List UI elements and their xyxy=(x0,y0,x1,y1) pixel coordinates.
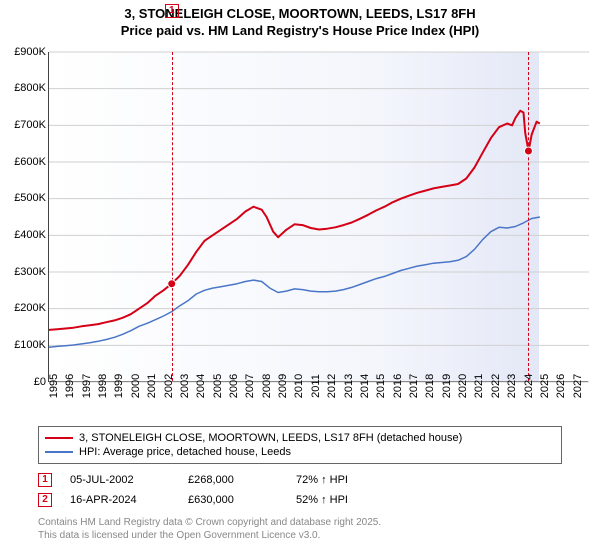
sale-date: 05-JUL-2002 xyxy=(70,474,170,486)
legend-swatch xyxy=(45,437,73,439)
title-line-2: Price paid vs. HM Land Registry's House … xyxy=(0,23,600,40)
y-tick-label: £900K xyxy=(14,46,46,58)
x-tick-label: 2017 xyxy=(408,374,420,398)
y-tick-label: £400K xyxy=(14,229,46,241)
x-tick-label: 2001 xyxy=(146,374,158,398)
y-tick-label: £0 xyxy=(34,376,46,388)
x-tick-label: 2013 xyxy=(343,374,355,398)
x-tick-label: 2007 xyxy=(244,374,256,398)
sale-price: £268,000 xyxy=(188,474,278,486)
x-tick-label: 2022 xyxy=(490,374,502,398)
sale-row-marker: 1 xyxy=(38,473,52,487)
sale-pct: 72% ↑ HPI xyxy=(296,474,396,486)
x-tick-label: 2023 xyxy=(506,374,518,398)
x-tick-label: 2027 xyxy=(572,374,584,398)
sale-row-marker: 2 xyxy=(38,493,52,507)
x-tick-label: 1999 xyxy=(113,374,125,398)
sale-row: 1 05-JUL-2002 £268,000 72% ↑ HPI xyxy=(38,470,562,490)
x-tick-label: 2015 xyxy=(375,374,387,398)
legend-row: HPI: Average price, detached house, Leed… xyxy=(45,445,555,459)
y-tick-label: £300K xyxy=(14,266,46,278)
sale-marker-box: 1 xyxy=(165,4,179,18)
sale-price: £630,000 xyxy=(188,494,278,506)
x-tick-label: 2019 xyxy=(441,374,453,398)
legend-row: 3, STONELEIGH CLOSE, MOORTOWN, LEEDS, LS… xyxy=(45,431,555,445)
x-tick-label: 2006 xyxy=(228,374,240,398)
x-tick-label: 2002 xyxy=(163,374,175,398)
sales-table: 1 05-JUL-2002 £268,000 72% ↑ HPI 2 16-AP… xyxy=(38,470,562,510)
x-tick-label: 1997 xyxy=(81,374,93,398)
x-tick-label: 2004 xyxy=(195,374,207,398)
title-line-1: 3, STONELEIGH CLOSE, MOORTOWN, LEEDS, LS… xyxy=(0,6,600,23)
x-tick-label: 1995 xyxy=(48,374,60,398)
y-tick-label: £500K xyxy=(14,192,46,204)
y-tick-label: £600K xyxy=(14,156,46,168)
x-tick-label: 2005 xyxy=(212,374,224,398)
x-tick-label: 2009 xyxy=(277,374,289,398)
y-tick-label: £700K xyxy=(14,119,46,131)
chart-area: 12 £0 £100K £200K £300K £400K £500K £600K £700K… xyxy=(0,42,600,422)
x-tick-label: 1996 xyxy=(64,374,76,398)
x-tick-label: 2000 xyxy=(130,374,142,398)
sale-marker-dot xyxy=(49,52,588,381)
x-tick-label: 2003 xyxy=(179,374,191,398)
legend-label: HPI: Average price, detached house, Leed… xyxy=(79,446,291,458)
x-tick-label: 2010 xyxy=(293,374,305,398)
sale-date: 16-APR-2024 xyxy=(70,494,170,506)
sale-row: 2 16-APR-2024 £630,000 52% ↑ HPI xyxy=(38,490,562,510)
legend-swatch xyxy=(45,451,73,453)
x-tick-label: 2024 xyxy=(523,374,535,398)
x-tick-label: 2012 xyxy=(326,374,338,398)
footer-line-2: This data is licensed under the Open Gov… xyxy=(38,529,562,542)
x-tick-label: 2008 xyxy=(261,374,273,398)
plot-region: 12 xyxy=(48,52,588,382)
x-tick-label: 1998 xyxy=(97,374,109,398)
x-tick-label: 2025 xyxy=(539,374,551,398)
x-tick-label: 2021 xyxy=(473,374,485,398)
y-tick-label: £800K xyxy=(14,82,46,94)
legend: 3, STONELEIGH CLOSE, MOORTOWN, LEEDS, LS… xyxy=(38,426,562,464)
x-tick-label: 2020 xyxy=(457,374,469,398)
x-tick-label: 2011 xyxy=(310,374,322,398)
y-tick-label: £100K xyxy=(14,339,46,351)
x-tick-label: 2018 xyxy=(424,374,436,398)
x-tick-label: 2014 xyxy=(359,374,371,398)
sale-pct: 52% ↑ HPI xyxy=(296,494,396,506)
legend-label: 3, STONELEIGH CLOSE, MOORTOWN, LEEDS, LS… xyxy=(79,432,462,444)
y-tick-label: £200K xyxy=(14,302,46,314)
footer-line-1: Contains HM Land Registry data © Crown c… xyxy=(38,516,562,529)
x-tick-label: 2026 xyxy=(555,374,567,398)
x-tick-label: 2016 xyxy=(392,374,404,398)
footer-attribution: Contains HM Land Registry data © Crown c… xyxy=(38,516,562,542)
chart-title-block: 3, STONELEIGH CLOSE, MOORTOWN, LEEDS, LS… xyxy=(0,0,600,42)
